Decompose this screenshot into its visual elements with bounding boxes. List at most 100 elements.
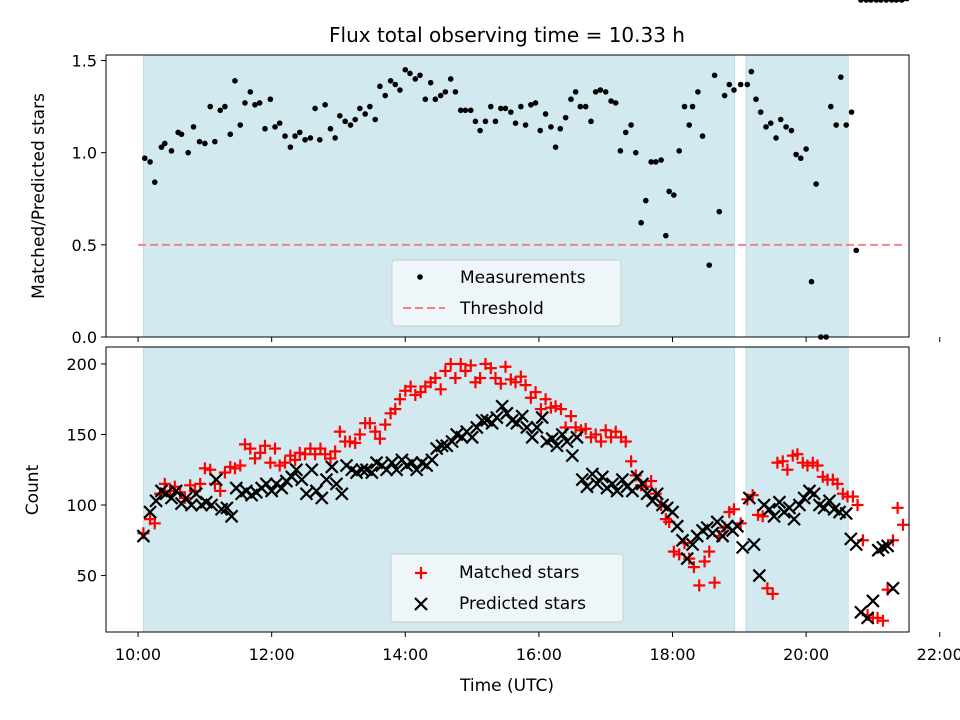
measurement-point <box>552 144 559 150</box>
matched-star-point <box>369 425 382 438</box>
measurement-point <box>502 105 509 112</box>
predicted-star-point <box>379 462 394 477</box>
measurement-point <box>638 219 644 226</box>
measurement-point <box>597 87 604 93</box>
matched-star-point <box>499 360 512 373</box>
x-tick-label: 10:00 <box>115 645 161 664</box>
measurement-point <box>322 101 328 108</box>
measurement-point <box>853 247 860 254</box>
measurement-point <box>568 96 574 103</box>
predicted-star-point <box>635 477 650 491</box>
matched-star-point <box>698 555 711 568</box>
matched-star-point <box>393 393 406 406</box>
matched-star-point <box>228 462 241 475</box>
measurement-point <box>247 89 254 95</box>
predicted-star-point <box>615 472 630 487</box>
predicted-star-point <box>274 481 289 495</box>
measurement-point <box>352 116 358 123</box>
measurement-point <box>666 188 672 195</box>
measurement-point <box>873 0 880 3</box>
measurement-point <box>292 133 298 139</box>
predicted-star-point <box>315 491 329 505</box>
measurement-point <box>342 118 348 125</box>
predicted-star-point <box>469 420 484 435</box>
measurement-point <box>763 124 769 130</box>
matched-star-point <box>645 475 658 488</box>
x-tick-label: 22:00 <box>917 645 960 664</box>
measurement-point <box>588 118 594 125</box>
predicted-star-point <box>822 494 837 508</box>
matched-star-point <box>599 424 612 437</box>
predicted-star-point <box>747 537 761 552</box>
matched-star-point <box>439 364 452 377</box>
matched-star-point <box>474 372 487 385</box>
measurement-point <box>442 89 449 95</box>
matched-star-point <box>379 418 392 431</box>
matched-star-point <box>434 383 447 396</box>
matched-star-point <box>489 372 502 385</box>
measurement-point <box>843 122 850 128</box>
measurement-point <box>602 89 609 95</box>
measurement-point <box>202 140 208 147</box>
measurement-point <box>462 107 469 114</box>
matched-star-point <box>324 452 337 465</box>
matched-star-point <box>244 442 257 455</box>
matched-star-point <box>781 463 794 476</box>
measurement-point <box>706 262 713 268</box>
measurement-point <box>402 66 409 73</box>
predicted-star-point <box>625 484 640 498</box>
predicted-star-point <box>385 455 399 470</box>
matched-star-point <box>579 422 592 435</box>
matched-star-point <box>708 576 721 589</box>
measurement-point <box>686 122 693 128</box>
matched-star-point <box>258 439 271 452</box>
matched-star-point <box>444 357 457 370</box>
bottom-legend: Matched stars Predicted stars <box>390 553 624 623</box>
measurement-point <box>296 129 303 136</box>
matched-star-point <box>494 377 507 390</box>
measurement-point <box>362 111 369 117</box>
top-y-axis-label: Matched/Predicted stars <box>29 93 49 299</box>
predicted-star-point <box>797 491 811 505</box>
top-y-tick-label: 0.0 <box>72 328 97 347</box>
measurement-point <box>161 140 168 147</box>
measurement-point <box>537 127 544 134</box>
legend-label-predicted: Predicted stars <box>459 594 586 614</box>
measurement-point <box>726 81 733 88</box>
measurement-point <box>863 0 870 3</box>
measurement-point <box>467 107 474 114</box>
measurement-point <box>185 149 191 156</box>
matched-star-point <box>248 452 261 465</box>
measurement-point <box>808 278 815 285</box>
bottom-y-axis-label: Count <box>23 464 43 515</box>
predicted-star-point <box>545 431 560 446</box>
matched-star-point <box>264 456 277 469</box>
x-tick-label: 20:00 <box>783 645 829 664</box>
measurement-point <box>237 122 244 128</box>
bottom-y-tick-label: 150 <box>66 425 97 444</box>
predicted-star-point <box>735 540 750 555</box>
measurement-point <box>407 70 413 77</box>
measurement-point <box>777 116 784 123</box>
x-tick-label: 12:00 <box>249 645 295 664</box>
measurement-point <box>699 133 706 139</box>
matched-star-point <box>198 462 211 475</box>
measurement-point <box>681 103 688 110</box>
predicted-star-point <box>670 519 684 533</box>
measurement-point <box>412 76 419 82</box>
measurement-point <box>731 87 737 93</box>
measurement-point <box>512 120 519 126</box>
measurement-point <box>196 138 203 145</box>
predicted-star-point <box>184 498 199 512</box>
measurement-point <box>287 144 294 150</box>
measurement-point <box>582 103 589 110</box>
predicted-star-point <box>525 430 539 445</box>
measurement-point <box>653 159 659 165</box>
measurement-point <box>883 0 890 3</box>
matched-star-point <box>564 410 577 423</box>
predicted-star-point <box>445 434 459 449</box>
predicted-star-point <box>762 502 777 517</box>
measurement-point <box>307 135 314 141</box>
measurement-point <box>207 103 214 110</box>
matched-star-point <box>519 379 532 392</box>
